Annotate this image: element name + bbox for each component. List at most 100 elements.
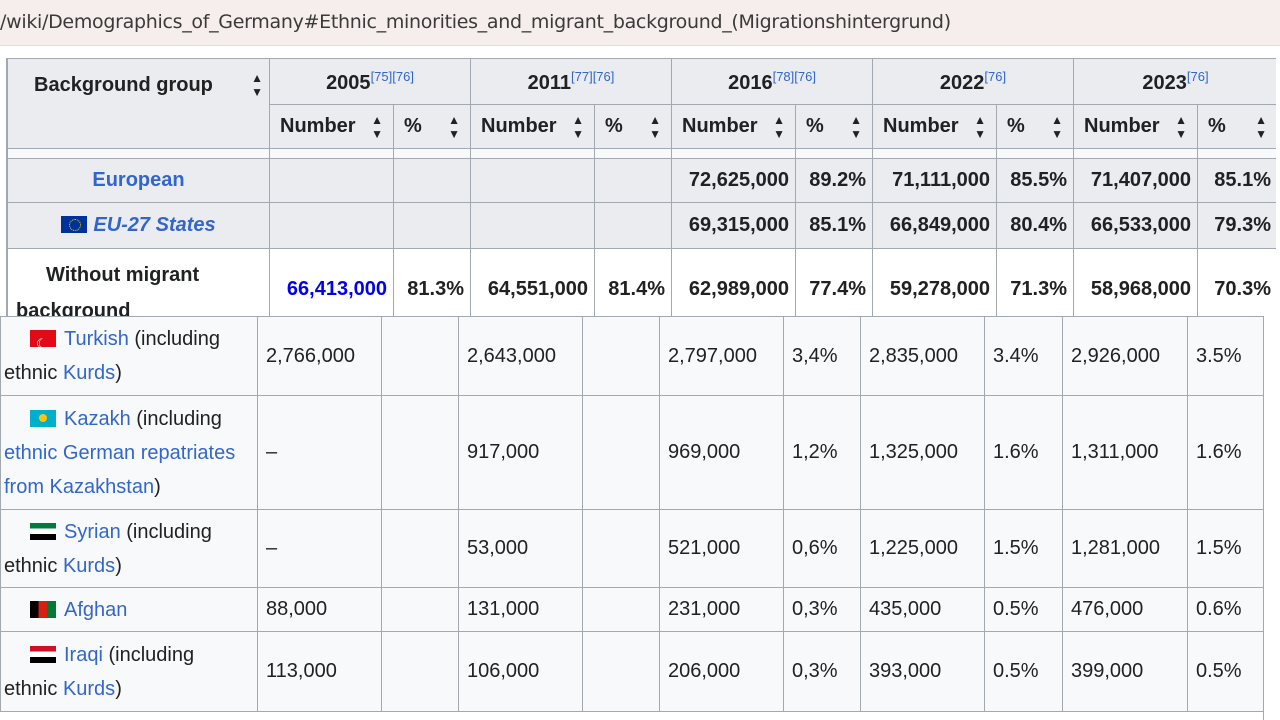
percent-column-header[interactable]: % ▲ ▼ [996,104,1075,149]
percent-column-header[interactable]: % ▲ ▼ [1197,104,1276,149]
table-cell [393,158,471,203]
table-row-eu27: EU-27 States 69,315,000 85.1% 66,849,000… [7,202,1276,249]
number-column-header[interactable]: Number ▲ ▼ [872,104,998,149]
table-cell: 59,278,000 [872,248,998,316]
number-column-header[interactable]: Number ▲ ▼ [671,104,797,149]
reference-link[interactable]: [76] [1186,68,1209,84]
table-cell [393,202,471,249]
ethnicity-link[interactable]: Turkish [64,328,129,350]
table-cell: 58,968,000 [1073,248,1199,316]
kazakhstan-flag-icon [30,409,56,427]
table-cell: 66,849,000 [872,202,998,249]
table-cell: 3.4% [984,316,1063,396]
background-group-header[interactable]: Background group ▲ ▼ [7,58,270,149]
table-row-european: European 72,625,000 89.2% 71,111,000 85.… [7,158,1276,203]
row-label: Afghan [0,587,258,632]
number-column-header[interactable]: Number ▲ ▼ [470,104,595,149]
table-row: Kazakh (including ethnic German repatriat… [0,395,1263,510]
percent-column-header[interactable]: % ▲ ▼ [393,104,471,149]
table-cell [470,158,595,203]
table-cell: 1,325,000 [860,395,985,510]
sort-icon[interactable]: ▲ ▼ [974,112,987,141]
table-cell: 0.5% [984,631,1063,712]
table-cell: 3,4% [783,316,861,396]
table-cell: 71,407,000 [1073,158,1199,203]
row-label: Syrian (including ethnic Kurds) [0,509,258,588]
table-cell: 71,111,000 [872,158,998,203]
table-cell [381,316,459,396]
sort-icon[interactable]: ▲ ▼ [251,71,263,99]
year-header-2022: 2022[76] [872,58,1075,105]
address-bar[interactable]: /wiki/Demographics_of_Germany#Ethnic_min… [0,0,1280,46]
ethnicity-link[interactable]: Syrian [64,520,121,543]
reference-link[interactable]: [75][76] [370,68,414,84]
sort-icon[interactable]: ▲ ▼ [448,112,460,141]
ethnicity-link[interactable]: Kazakh [64,407,131,430]
table-cell: 2,835,000 [860,316,985,396]
ethnicity-link[interactable]: Iraqi [64,643,103,666]
sort-icon[interactable]: ▲ ▼ [1051,112,1064,141]
sort-icon[interactable]: ▲ ▼ [649,112,662,141]
table-cell: 64,551,000 [470,248,595,316]
table-cell: 0,3% [783,587,861,632]
table-cell [381,395,459,510]
table-cell [381,587,459,632]
table-cell-link[interactable]: 66,413,000 [269,248,394,316]
sort-icon[interactable]: ▲ ▼ [371,112,383,141]
table-cell: 81.3% [393,248,471,316]
table-cell: 89.2% [795,158,874,203]
year-header-2011: 2011[77][76] [469,58,673,105]
ethnicity-link[interactable]: ethnic German repatriates [4,441,236,464]
table-cell: 2,926,000 [1062,316,1188,396]
table-cell [470,202,595,249]
table-cell: 85.1% [1197,158,1276,203]
table-row: Syrian (including ethnic Kurds) –53,000 521… [0,509,1263,588]
table-cell: 399,000 [1062,631,1188,712]
url-text[interactable]: /wiki/Demographics_of_Germany#Ethnic_min… [0,11,951,33]
table-cell: 113,000 [257,631,382,712]
iraq-flag-icon [30,645,56,663]
ethnicity-link[interactable]: Kurds [62,362,116,384]
ethnicity-link[interactable]: Kurds [62,677,116,700]
table-cell: 1.6% [984,395,1063,510]
ethnicity-link[interactable]: Afghan [64,598,128,621]
reference-link[interactable]: [78][76] [772,68,816,84]
table-cell [269,158,394,203]
sort-icon[interactable]: ▲ ▼ [850,112,863,141]
year-header-2023: 2023[76] [1073,58,1276,105]
table-cell: 1.5% [984,509,1063,588]
table-cell: 1,281,000 [1062,509,1188,588]
sort-icon[interactable]: ▲ ▼ [773,112,786,141]
percent-column-header[interactable]: % ▲ ▼ [795,104,874,149]
table-cell: 81.4% [593,248,673,316]
percent-column-header[interactable]: % ▲ ▼ [593,104,673,149]
table-cell: 231,000 [659,587,784,632]
table-cell: – [257,509,382,588]
row-label-eu27[interactable]: EU-27 States [7,202,270,249]
table-cell: 435,000 [860,587,985,632]
ethnicity-link[interactable]: from Kazakhstan [4,475,155,498]
table-cell: 79.3% [1197,202,1276,249]
reference-link[interactable]: [77][76] [571,68,615,84]
table-cell: 0.6% [1187,587,1263,632]
table-cell: 1.6% [1187,395,1263,510]
number-column-header[interactable]: Number ▲ ▼ [1073,104,1199,149]
table-cell: 131,000 [458,587,583,632]
sort-icon[interactable]: ▲ ▼ [1175,112,1188,141]
table-cell: 80.4% [996,202,1075,249]
table-cell: 88,000 [257,587,382,632]
sort-icon[interactable]: ▲ ▼ [572,112,584,141]
table-cell: 2,643,000 [458,316,583,396]
demographics-table-header: Background group ▲ ▼ 2005[75][76] 2011[77]… [7,58,1276,316]
table-cell [582,395,660,510]
reference-link[interactable]: [76] [984,68,1007,84]
number-column-header[interactable]: Number ▲ ▼ [269,104,394,149]
sort-icon[interactable]: ▲ ▼ [1255,112,1268,141]
table-cell [582,631,660,712]
row-label-european[interactable]: European [7,158,270,203]
table-row: Afghan 88,000 131,000 231,000 0,3% 435,000 0.5… [0,587,1263,632]
ethnicity-link[interactable]: Kurds [62,554,116,577]
table-cell: 1,2% [783,395,861,510]
